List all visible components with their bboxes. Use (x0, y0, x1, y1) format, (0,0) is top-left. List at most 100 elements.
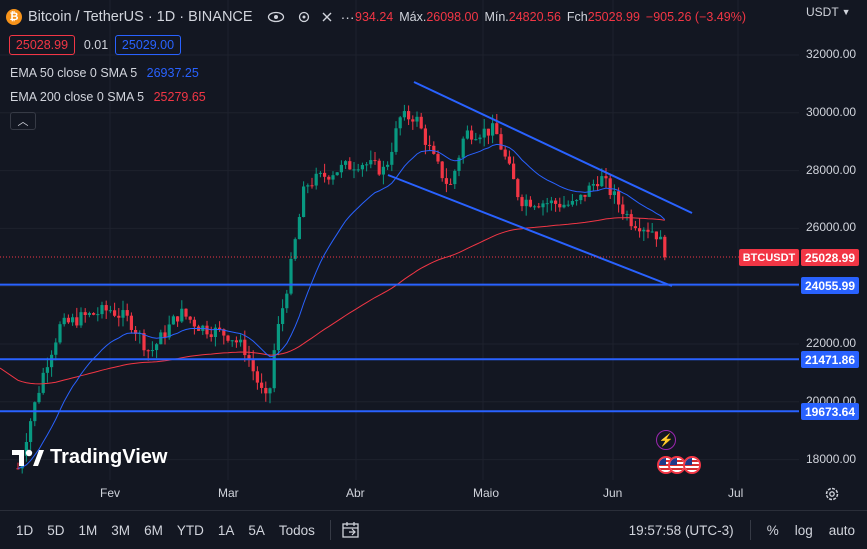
time-tick-label: Jul (728, 486, 744, 500)
ohlc-low-value: 24820.56 (508, 10, 561, 24)
level-label-1: 24055.99 (801, 277, 859, 294)
ema-50-line (17, 143, 666, 469)
candle-body (482, 128, 486, 138)
timeframe-5d[interactable]: 5D (47, 522, 65, 538)
candle-body (310, 185, 314, 187)
candle-body (386, 164, 390, 167)
candle-body (205, 325, 209, 335)
candle-body (520, 197, 524, 207)
candle-body (541, 203, 545, 208)
candle-body (663, 236, 667, 258)
more-icon[interactable]: ··· (340, 9, 355, 25)
candle-body (612, 191, 616, 196)
candle-body (192, 319, 196, 327)
percent-scale-button[interactable]: % (766, 522, 779, 538)
candle-body (276, 324, 280, 351)
candle-body (83, 312, 87, 315)
symbol-title[interactable]: Bitcoin / TetherUS · 1D · BINANCE (28, 9, 253, 25)
close-icon[interactable] (321, 11, 333, 23)
us-flag-icon[interactable] (683, 456, 701, 474)
candle-body (562, 204, 566, 208)
settings-icon[interactable] (297, 10, 311, 24)
spread-value: 0.01 (83, 38, 109, 52)
candle-body (650, 231, 654, 233)
candle-body (558, 203, 562, 208)
candle-body (499, 134, 503, 150)
candle-body (331, 175, 335, 180)
trendline-lower[interactable] (387, 174, 673, 287)
currency-selector[interactable]: USDT ▼ (806, 5, 851, 19)
candle-body (62, 317, 66, 325)
last-price-label: 25028.99 (801, 249, 859, 266)
candle-body (554, 200, 558, 204)
indicator-ema-200[interactable]: EMA 200 close 0 SMA 5 25279.65 (10, 90, 206, 104)
ohlc-high-label: Máx. (399, 10, 427, 24)
candle-body (159, 332, 163, 345)
candle-body (402, 111, 406, 118)
candle-body (575, 200, 579, 202)
candle-body (222, 329, 226, 336)
candle-body (243, 339, 247, 356)
sell-price-button[interactable]: 25028.99 (9, 35, 75, 55)
date-range-icon[interactable] (341, 521, 361, 539)
candle-body (79, 312, 83, 326)
candle-body (87, 313, 91, 315)
ohlc-values: 934.24 Máx.26098.00 Mín.24820.56 Fch2502… (355, 10, 746, 24)
candle-body (495, 123, 499, 135)
candle-body (184, 308, 188, 317)
candle-body (272, 350, 276, 389)
candle-body (71, 317, 75, 323)
timeframe-1d[interactable]: 1D (16, 522, 34, 538)
candle-body (654, 231, 658, 240)
price-tick-label: 26000.00 (806, 220, 857, 235)
chart-area[interactable] (0, 0, 867, 510)
candle-body (549, 200, 553, 204)
candle-body (444, 178, 448, 184)
candle-body (377, 160, 381, 175)
ohlc-low-label: Mín. (484, 10, 509, 24)
tradingview-logo-text: TradingView (50, 446, 168, 468)
candle-body (621, 204, 625, 215)
price-chart[interactable] (0, 0, 867, 510)
trendline-upper[interactable] (413, 81, 693, 214)
candle-body (415, 116, 419, 122)
candle-body (356, 169, 360, 171)
collapse-indicators-button[interactable]: ︿ (10, 112, 36, 130)
candle-body (411, 119, 415, 122)
price-tick-label: 32000.00 (806, 47, 857, 61)
auto-scale-button[interactable]: auto (828, 522, 855, 538)
candle-body (596, 184, 600, 187)
clock-timezone[interactable]: 19:57:58 (UTC-3) (628, 522, 734, 538)
timeframe-1a[interactable]: 1A (217, 522, 235, 538)
timeframe-3m[interactable]: 3M (111, 522, 131, 538)
timeframe-1m[interactable]: 1M (78, 522, 98, 538)
timeframe-5a[interactable]: 5A (248, 522, 265, 538)
candle-body (470, 130, 474, 140)
candle-body (348, 161, 352, 170)
candle-body (230, 340, 234, 342)
time-tick-label: Fev (100, 486, 121, 500)
lightning-icon[interactable]: ⚡ (656, 430, 676, 450)
buy-price-button[interactable]: 25029.00 (115, 35, 181, 55)
candle-body (121, 310, 125, 318)
candle-body (533, 206, 537, 208)
symbol-header[interactable]: ₿ Bitcoin / TetherUS · 1D · BINANCE ··· (6, 6, 355, 28)
candle-body (633, 226, 637, 229)
candle-body (226, 335, 230, 341)
candle-body (428, 144, 432, 146)
eye-icon[interactable] (267, 11, 285, 23)
candle-body (167, 324, 171, 338)
time-tick-label: Mar (218, 486, 239, 500)
candle-body (239, 339, 243, 343)
candle-body (66, 317, 70, 323)
timeframe-6m[interactable]: 6M (144, 522, 163, 538)
gear-icon[interactable] (824, 486, 840, 502)
candle-body (432, 145, 436, 154)
candle-body (407, 111, 411, 120)
timeframe-ytd[interactable]: YTD (176, 522, 204, 538)
log-scale-button[interactable]: log (794, 522, 813, 538)
indicator-ema-50[interactable]: EMA 50 close 0 SMA 5 26937.25 (10, 66, 199, 80)
candle-body (134, 329, 138, 334)
chevron-up-icon: ︿ (17, 116, 29, 128)
timeframe-todos[interactable]: Todos (278, 522, 315, 538)
